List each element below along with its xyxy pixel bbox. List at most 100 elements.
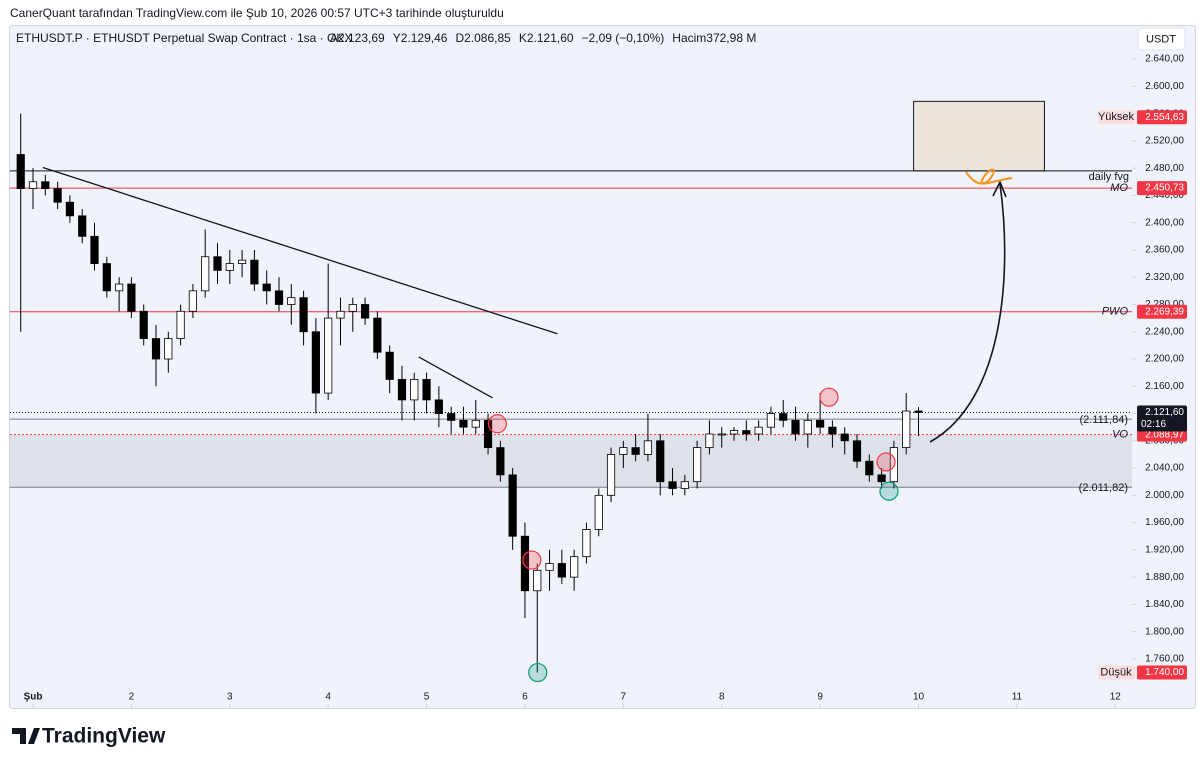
candle-body <box>16 154 25 189</box>
y-tick-label: 2.240,00 <box>1145 326 1184 337</box>
candle-body <box>28 181 38 189</box>
candle-body <box>631 447 640 455</box>
candle-body <box>496 447 505 476</box>
tradingview-logo: TradingView <box>12 725 166 748</box>
candle-body <box>151 338 161 360</box>
candle-body <box>729 430 739 435</box>
candle-body <box>754 426 763 435</box>
level-name: Düşük <box>1100 666 1132 678</box>
candle-body <box>705 433 714 449</box>
y-tick-label: 2.600,00 <box>1145 81 1184 92</box>
fvg-label: daily fvg <box>1089 171 1129 183</box>
last-price-tag <box>1137 405 1187 432</box>
level-name: MO <box>1110 182 1128 194</box>
candle-body <box>360 304 370 319</box>
y-tick-label: 1.800,00 <box>1145 626 1184 637</box>
candle-body <box>717 433 726 436</box>
legend-item: Hacim372,98 M <box>672 31 756 45</box>
candle-body <box>102 263 111 292</box>
candle-body <box>262 283 271 292</box>
candle-body <box>606 454 616 496</box>
candle-body <box>324 317 333 394</box>
y-tick-label: 2.640,00 <box>1145 54 1184 65</box>
level-name: VO <box>1112 429 1128 441</box>
x-tick-label: 8 <box>719 692 725 703</box>
candle-body <box>422 379 431 401</box>
candle-body <box>643 440 653 455</box>
candle-body <box>594 494 603 530</box>
candle-body <box>53 188 62 203</box>
candle-body <box>471 419 480 428</box>
x-tick-label: 2 <box>129 692 135 703</box>
candle-body <box>520 535 530 592</box>
y-tick-label: 1.760,00 <box>1145 654 1184 665</box>
x-tick-label: 12 <box>1110 692 1122 703</box>
candle-body <box>816 419 825 428</box>
candle-body <box>336 310 345 319</box>
legend-item: K2.121,60 <box>519 31 574 45</box>
currency[interactable]: USDT <box>1146 33 1176 45</box>
candle-body <box>373 317 382 353</box>
candle-body <box>693 447 702 483</box>
candle-body <box>299 297 308 333</box>
legend-item: −2,09 (−0,10%) <box>582 31 665 45</box>
candle-body <box>742 430 751 435</box>
x-tick-label: 11 <box>1012 692 1023 703</box>
candle-body <box>397 379 407 401</box>
candle-body <box>65 201 75 217</box>
legend-item: A2.123,69 <box>330 31 385 45</box>
candle-body <box>656 440 665 483</box>
candle-body <box>78 215 87 237</box>
y-tick-label: 2.520,00 <box>1145 136 1184 147</box>
candle-body <box>840 433 849 442</box>
candle-body <box>570 556 579 578</box>
level-tag <box>1137 665 1187 680</box>
level-value: 1.740,00 <box>1145 667 1184 678</box>
candle-body <box>459 419 468 428</box>
candle-body <box>779 413 788 421</box>
y-tick-label: 2.040,00 <box>1145 463 1184 474</box>
candle-body <box>889 447 898 483</box>
x-tick-label: 3 <box>227 692 233 703</box>
candle-body <box>213 256 222 271</box>
candle-body <box>176 310 185 339</box>
marker <box>819 387 839 407</box>
candle-body <box>164 338 173 360</box>
candle-body <box>238 259 247 264</box>
attribution: CanerQuant tarafından TradingView.com il… <box>10 6 504 20</box>
level-value: 2.554,63 <box>1145 112 1184 123</box>
y-tick-label: 2.280,00 <box>1145 299 1184 310</box>
y-tick-label: 1.960,00 <box>1145 517 1184 528</box>
candle-body <box>533 569 542 592</box>
level-tag <box>1137 181 1187 196</box>
fvg-box <box>913 100 1045 172</box>
level-name-tag <box>1098 665 1135 680</box>
plot: 1.760,00 1.800,00 1.840,00 1.880,00 1.920,00… <box>10 54 1187 708</box>
x-tick-label: Şub <box>24 692 43 703</box>
candle-body <box>201 256 210 292</box>
candle-body <box>311 331 320 394</box>
scribble <box>965 168 1013 185</box>
x-tick-label: 9 <box>817 692 823 703</box>
y-tick-label: 2.320,00 <box>1145 272 1184 283</box>
logo-text: TradingView <box>42 725 166 748</box>
candle-body <box>508 474 517 537</box>
marker <box>879 481 899 501</box>
logo-mark <box>12 728 40 744</box>
level-value: 2.088,97 <box>1145 429 1184 440</box>
candle-body <box>188 290 197 312</box>
symbol: ETHUSDT.P · ETHUSDT Perpetual Swap Contr… <box>16 31 352 45</box>
candle-body <box>225 263 234 271</box>
level-name: Yüksek <box>1098 111 1135 123</box>
y-tick-label: 2.360,00 <box>1145 245 1184 256</box>
level-tag <box>1137 110 1187 125</box>
level-tag <box>1137 304 1187 319</box>
candle-body <box>582 529 591 558</box>
candle-body <box>274 290 284 305</box>
x-tick-label: 6 <box>522 692 528 703</box>
currency-button[interactable] <box>1137 27 1186 51</box>
level-value: 2.269,39 <box>1145 306 1184 317</box>
candle-body <box>348 304 357 312</box>
trendline <box>418 356 493 399</box>
candle-body <box>434 399 443 414</box>
